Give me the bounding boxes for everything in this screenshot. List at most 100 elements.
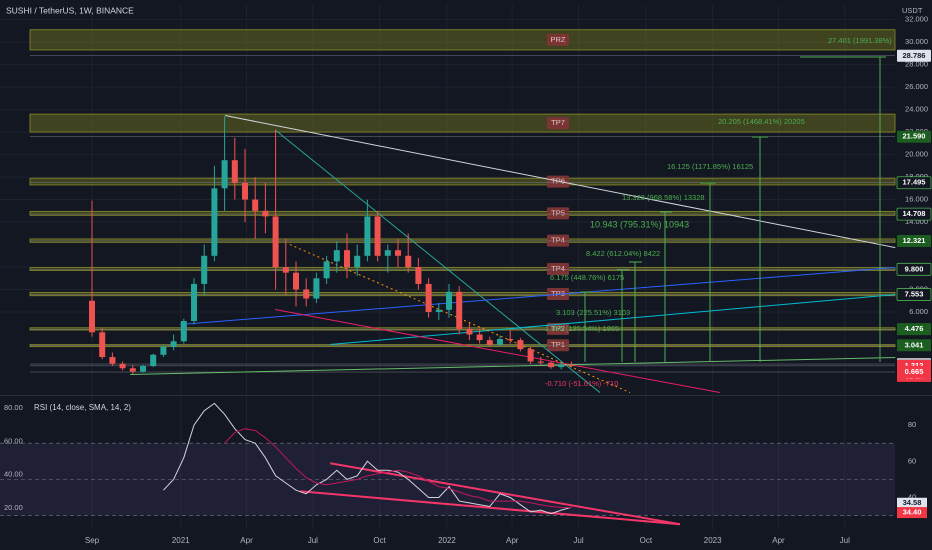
y-tick-label: 20.000 [905,150,928,159]
price-badge [896,262,932,276]
trendlines [130,115,896,526]
x-tick-label: 2021 [172,536,190,545]
candle-body [140,366,147,372]
axes: Sep 2021 Apr Jul Oct 2022 Apr Jul Oct 2023 Apr Jul 3… [4,15,932,545]
trendline [225,115,896,249]
trendline [275,309,720,394]
zone-label: TP5 [551,208,565,217]
candle-body [242,182,249,200]
candle-body [333,250,340,262]
candle-body [476,334,483,341]
zone-label: TP4 [551,236,565,245]
unit-label: USDT [902,6,923,15]
candle-body [466,328,473,335]
candle-body [180,321,187,342]
annotation: 6.175 (448.76%) 6175 [550,273,624,282]
candle-body [446,291,453,310]
candle-body [364,216,371,256]
zone [29,267,896,271]
annotation: -0.710 (-51.61%) -710 [545,379,618,388]
candle-body [231,160,238,183]
x-tick-label: Sep [85,536,100,545]
zone [29,177,896,186]
x-tick-label: Jul [573,536,583,545]
candles [89,116,575,515]
annotation: 1.865 (135.54%) 1865 [545,324,619,333]
zone-tag-bg [547,322,569,335]
candle-body [374,216,381,256]
candle-body [99,332,106,358]
zone-label: TP4 [551,264,565,273]
candle-body [293,272,300,290]
zone-label: TP7 [551,118,565,127]
candle-body [323,261,330,279]
annotation: 3.103 (225.51%) 3103 [556,308,630,317]
y-tick-label: 14.000 [905,217,928,226]
x-tick-label: Oct [640,536,653,545]
zone-label: TP2 [551,324,565,333]
x-tick-label: Apr [772,536,785,545]
annotation: 10.943 (795.31%) 10943 [590,219,689,229]
rsi-trendline [299,490,681,526]
candle-body [109,357,116,364]
rsi-badge [897,497,927,509]
trendline [130,356,896,376]
zone-tag-bg [547,234,569,247]
zone [29,210,896,216]
rsi-tick-label: 60 [908,456,916,465]
rsi-left-tick-label: 80.00 [4,403,23,412]
price-badge-label: 0.665 [905,367,924,376]
zone-label: TP1 [551,340,565,349]
price-badge-label: 7.553 [905,290,924,299]
candle-body [395,250,402,256]
rsi-badge-label: 34.58 [903,498,922,507]
candle-body [568,364,575,366]
annotation: 27.401 (1991.38%) [828,36,892,45]
chart-title: SUSHI / TetherUS, 1W, BINANCE [6,5,134,15]
candle-body [425,283,432,313]
price-badge-label: 12.321 [903,236,926,245]
price-badge-label: 17.495 [903,178,926,187]
candle-body [160,346,167,355]
arrow-lines [580,56,886,362]
price-badge-label: 14.708 [903,209,926,218]
trendline [180,266,896,326]
candle-body [282,267,289,273]
trendline [330,294,896,346]
x-tick-label: 2022 [438,536,456,545]
candle-body [313,278,320,299]
y-tick-label: 16.000 [905,195,928,204]
candle-body [456,291,463,329]
zone [29,327,896,331]
candle-body [384,250,391,256]
price-badge [896,176,932,190]
candle-body [486,340,493,345]
price-badge-label: 28.786 [903,51,926,60]
candle-body [262,210,269,217]
zone [29,29,896,51]
candle-body [558,364,565,368]
price-badge [897,49,931,62]
y-tick-label: 30.000 [905,37,928,46]
price-badge-label: 3.041 [905,340,924,349]
rsi-left-tick-label: 60.00 [4,436,23,445]
candle-body [303,289,310,299]
candle-body [211,188,218,256]
price-badge [896,207,932,221]
rsi-left-tick-label: 40.00 [4,470,23,479]
zones: PRZTP7TP6TP5TP4TP4TP3TP2TP1 [29,29,896,373]
price-badge-label: 21.590 [903,132,926,141]
annotation: 13.328 (968.58%) 13328 [622,193,705,202]
zone [29,291,896,297]
y-tick-label: 6.000 [909,307,928,316]
price-badge [897,130,931,143]
candle-body [191,283,198,322]
zone-label: PRZ [551,35,566,44]
zone-tag-bg [547,263,569,276]
zone-tag-bg [547,117,569,130]
price-badge [897,339,931,352]
price-badge [896,288,932,301]
